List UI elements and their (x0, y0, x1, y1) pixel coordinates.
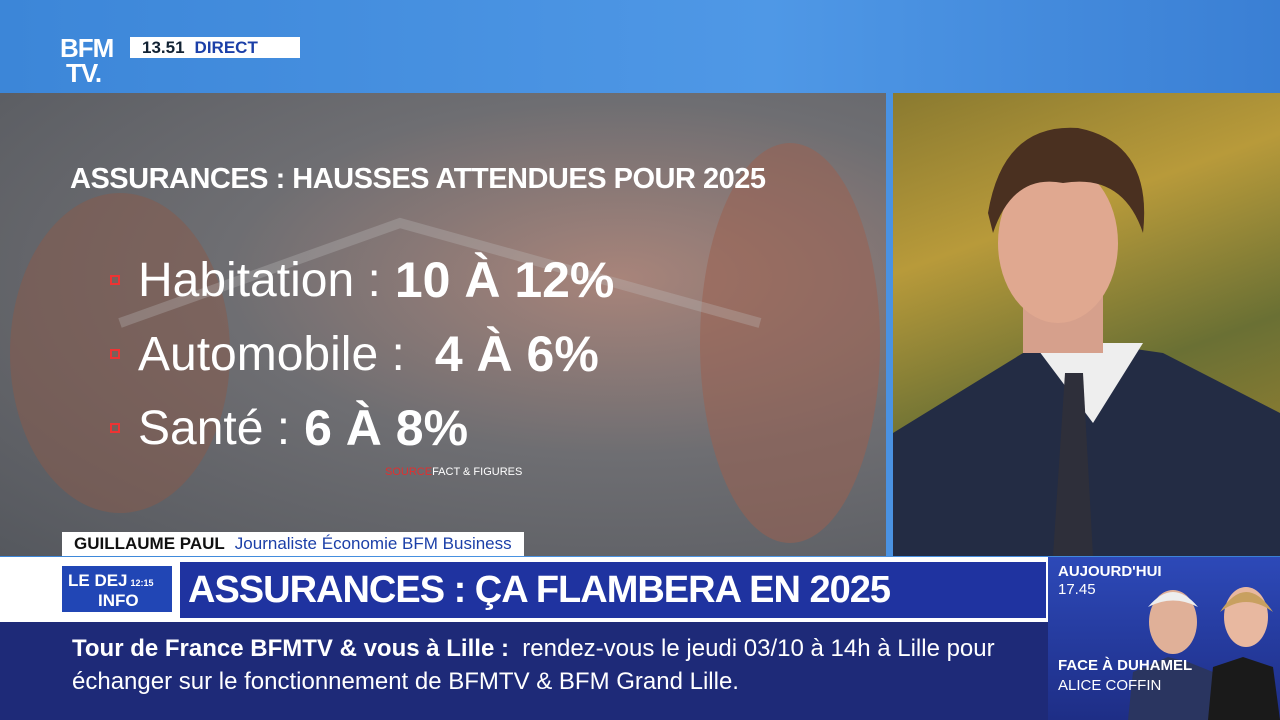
item: Habitation : 10 À 12% (110, 243, 614, 317)
ticker-lead: Tour de France BFMTV & vous à Lille : (72, 635, 509, 662)
item: Santé : 6 À 8% (110, 391, 614, 465)
show-logo: LE DEJ 12:15 INFO (62, 566, 172, 612)
live-badge: 13.51 DIRECT (130, 37, 300, 58)
item-value: 4 À 6% (434, 326, 599, 382)
presenter (893, 127, 1280, 556)
headline: ASSURANCES : ÇA FLAMBERA EN 2025 (180, 562, 1046, 618)
item-label: Habitation : (138, 253, 381, 307)
bullet (110, 349, 120, 359)
channel-logo: BFM TV. (60, 33, 114, 88)
show-line: INFO (98, 591, 139, 610)
show-line: LE DEJ (68, 571, 128, 590)
bullet (110, 423, 120, 433)
logo-line: TV. (66, 58, 102, 88)
next-guest: ALICE COFFIN (1058, 677, 1162, 694)
source-text: FACT & FIGURES (432, 466, 523, 478)
graphic-title: ASSURANCES : HAUSSES ATTENDUES POUR 2025 (70, 163, 766, 195)
source: SOURCEFACT & FIGURES (385, 466, 522, 478)
guests (1128, 587, 1280, 720)
next-show: FACE À DUHAMEL (1058, 657, 1193, 674)
journalist-role: Journaliste Économie BFM Business (234, 534, 512, 553)
source-label: SOURCE (385, 466, 433, 478)
journalist-name: GUILLAUME PAUL (74, 534, 225, 553)
graphic-panel: ASSURANCES : HAUSSES ATTENDUES POUR 2025… (0, 93, 886, 556)
clock: 13.51 (142, 37, 185, 57)
item-label: Santé : (138, 401, 291, 455)
ticker: Tour de France BFMTV & vous à Lille : re… (0, 622, 1048, 720)
next-time: 17.45 (1058, 581, 1096, 598)
item-list: Habitation : 10 À 12% Automobile : 4 À 6… (110, 243, 614, 465)
next-label: AUJOURD'HUI (1058, 563, 1162, 580)
item-value: 10 À 12% (394, 252, 615, 308)
next-programme: AUJOURD'HUI 17.45 FACE À DUHAMEL ALICE C… (1048, 557, 1280, 720)
item-label: Automobile : (138, 327, 405, 381)
item-value: 6 À 8% (304, 400, 469, 456)
item: Automobile : 4 À 6% (110, 317, 614, 391)
bullet (110, 275, 120, 285)
camera-feed (893, 93, 1280, 556)
logo-line: BFM (60, 33, 114, 63)
background-blur (10, 143, 880, 543)
ticker-text: rendez-vous le jeudi 03/10 à 14h à Lille… (72, 635, 995, 695)
show-time: 12:15 (130, 578, 154, 588)
live-label: DIRECT (194, 37, 258, 57)
name-strap: GUILLAUME PAUL Journaliste Économie BFM … (62, 532, 524, 556)
